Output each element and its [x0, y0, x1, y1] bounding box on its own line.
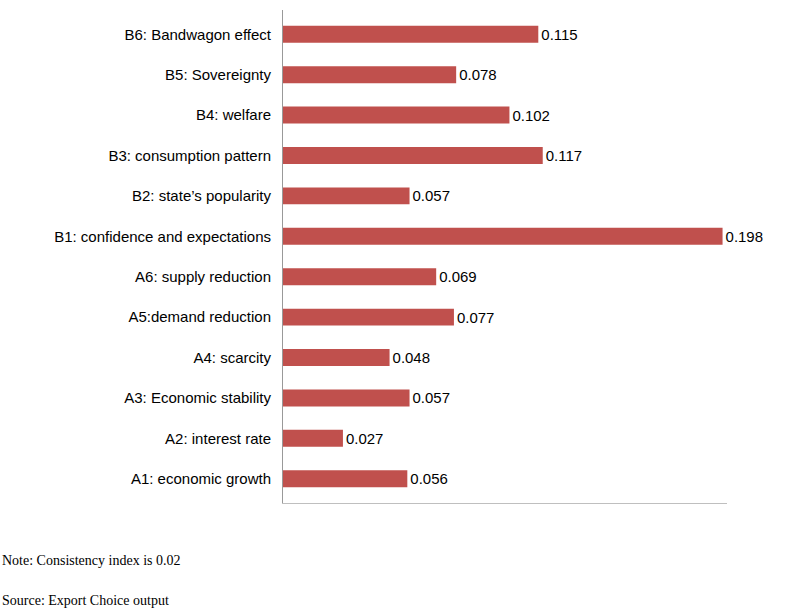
svg-text:A2: interest rate: A2: interest rate	[165, 430, 271, 447]
svg-text:A3: Economic stability: A3: Economic stability	[124, 389, 271, 406]
svg-text:0.077: 0.077	[457, 309, 494, 326]
svg-text:B4: welfare: B4: welfare	[196, 106, 271, 123]
svg-text:0.198: 0.198	[726, 228, 763, 245]
svg-text:B5: Sovereignty: B5: Sovereignty	[165, 66, 271, 83]
svg-text:0.057: 0.057	[413, 389, 450, 406]
svg-text:A4: scarcity: A4: scarcity	[193, 349, 271, 366]
svg-text:0.057: 0.057	[413, 187, 450, 204]
svg-text:A1: economic growth: A1: economic growth	[131, 470, 271, 487]
svg-text:0.056: 0.056	[410, 470, 447, 487]
svg-text:0.048: 0.048	[393, 349, 430, 366]
svg-text:0.078: 0.078	[459, 66, 496, 83]
svg-text:A5:demand reduction: A5:demand reduction	[128, 308, 271, 325]
svg-text:0.117: 0.117	[546, 147, 582, 164]
svg-text:A6: supply reduction: A6: supply reduction	[135, 268, 271, 285]
svg-text:B1: confidence and expectation: B1: confidence and expectations	[54, 228, 271, 245]
svg-text:B2: state’s popularity: B2: state’s popularity	[132, 187, 271, 204]
svg-text:0.069: 0.069	[439, 268, 476, 285]
svg-text:B3: consumption pattern: B3: consumption pattern	[108, 147, 271, 164]
svg-text:Note: Consistency index is 0.0: Note: Consistency index is 0.02	[2, 553, 181, 568]
svg-text:0.027: 0.027	[346, 430, 383, 447]
svg-text:B6: Bandwagon effect: B6: Bandwagon effect	[125, 26, 272, 43]
svg-text:0.115: 0.115	[541, 26, 577, 43]
svg-text:0.102: 0.102	[512, 107, 549, 124]
svg-text:Source: Export Choice output: Source: Export Choice output	[2, 593, 169, 608]
